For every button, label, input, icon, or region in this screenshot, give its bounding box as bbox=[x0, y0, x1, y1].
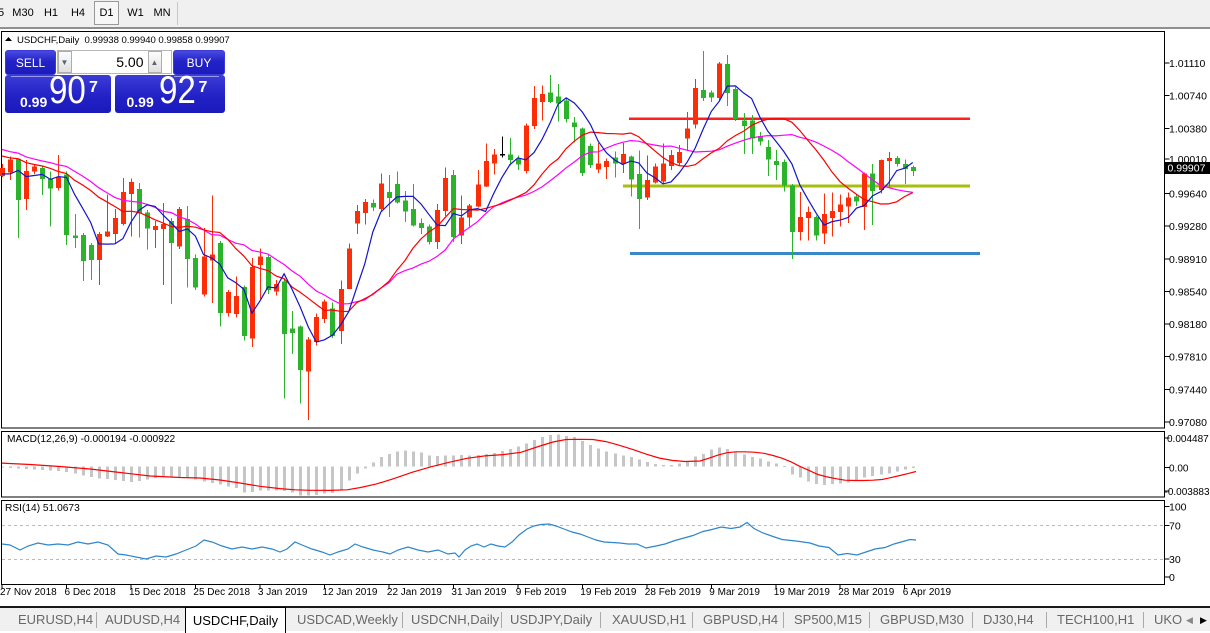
svg-text:0.97080: 0.97080 bbox=[1169, 417, 1207, 429]
svg-text:0.004487: 0.004487 bbox=[1167, 434, 1209, 445]
svg-text:28 Feb 2019: 28 Feb 2019 bbox=[645, 587, 702, 598]
svg-text:1.00380: 1.00380 bbox=[1169, 123, 1207, 135]
svg-text:1.01110: 1.01110 bbox=[1169, 58, 1206, 70]
svg-text:15 Dec 2018: 15 Dec 2018 bbox=[129, 587, 186, 598]
svg-text:0.99640: 0.99640 bbox=[1169, 189, 1207, 201]
svg-text:USDCHF,Daily 0.99938 0.99940: USDCHF,Daily 0.99938 0.99940 0.99858 0.9… bbox=[17, 35, 230, 46]
svg-text:100: 100 bbox=[1169, 502, 1187, 514]
svg-text:70: 70 bbox=[1169, 521, 1181, 533]
svg-text:22 Jan 2019: 22 Jan 2019 bbox=[387, 587, 442, 598]
svg-text:25 Dec 2018: 25 Dec 2018 bbox=[193, 587, 250, 598]
svg-text:28 Mar 2019: 28 Mar 2019 bbox=[838, 587, 895, 598]
svg-text:6 Dec 2018: 6 Dec 2018 bbox=[65, 587, 117, 598]
svg-text:0: 0 bbox=[1169, 572, 1175, 584]
svg-text:12 Jan 2019: 12 Jan 2019 bbox=[322, 587, 377, 598]
svg-text:0.98910: 0.98910 bbox=[1169, 254, 1207, 266]
svg-text:MACD(12,26,9) -0.000194 -0.000: MACD(12,26,9) -0.000194 -0.000922 bbox=[7, 434, 176, 445]
svg-text:0.97810: 0.97810 bbox=[1169, 352, 1207, 364]
svg-text:3 Jan 2019: 3 Jan 2019 bbox=[258, 587, 308, 598]
svg-text:31 Jan 2019: 31 Jan 2019 bbox=[451, 587, 506, 598]
svg-text:-0.003883: -0.003883 bbox=[1165, 487, 1210, 498]
svg-text:0.99280: 0.99280 bbox=[1169, 221, 1207, 233]
svg-text:0.98180: 0.98180 bbox=[1169, 319, 1207, 331]
svg-text:0.98540: 0.98540 bbox=[1169, 287, 1207, 299]
svg-text:27 Nov 2018: 27 Nov 2018 bbox=[0, 587, 57, 598]
svg-text:0.97440: 0.97440 bbox=[1169, 384, 1207, 396]
svg-text:0.99907: 0.99907 bbox=[1168, 163, 1206, 175]
svg-text:30: 30 bbox=[1169, 554, 1181, 566]
svg-text:9 Mar 2019: 9 Mar 2019 bbox=[709, 587, 760, 598]
svg-text:19 Feb 2019: 19 Feb 2019 bbox=[580, 587, 637, 598]
svg-text:9 Feb 2019: 9 Feb 2019 bbox=[516, 587, 567, 598]
svg-text:0.00: 0.00 bbox=[1169, 464, 1189, 475]
svg-text:6 Apr 2019: 6 Apr 2019 bbox=[903, 587, 952, 598]
svg-text:19 Mar 2019: 19 Mar 2019 bbox=[774, 587, 831, 598]
svg-text:1.00740: 1.00740 bbox=[1169, 91, 1207, 103]
svg-text:RSI(14) 51.0673: RSI(14) 51.0673 bbox=[5, 503, 80, 514]
